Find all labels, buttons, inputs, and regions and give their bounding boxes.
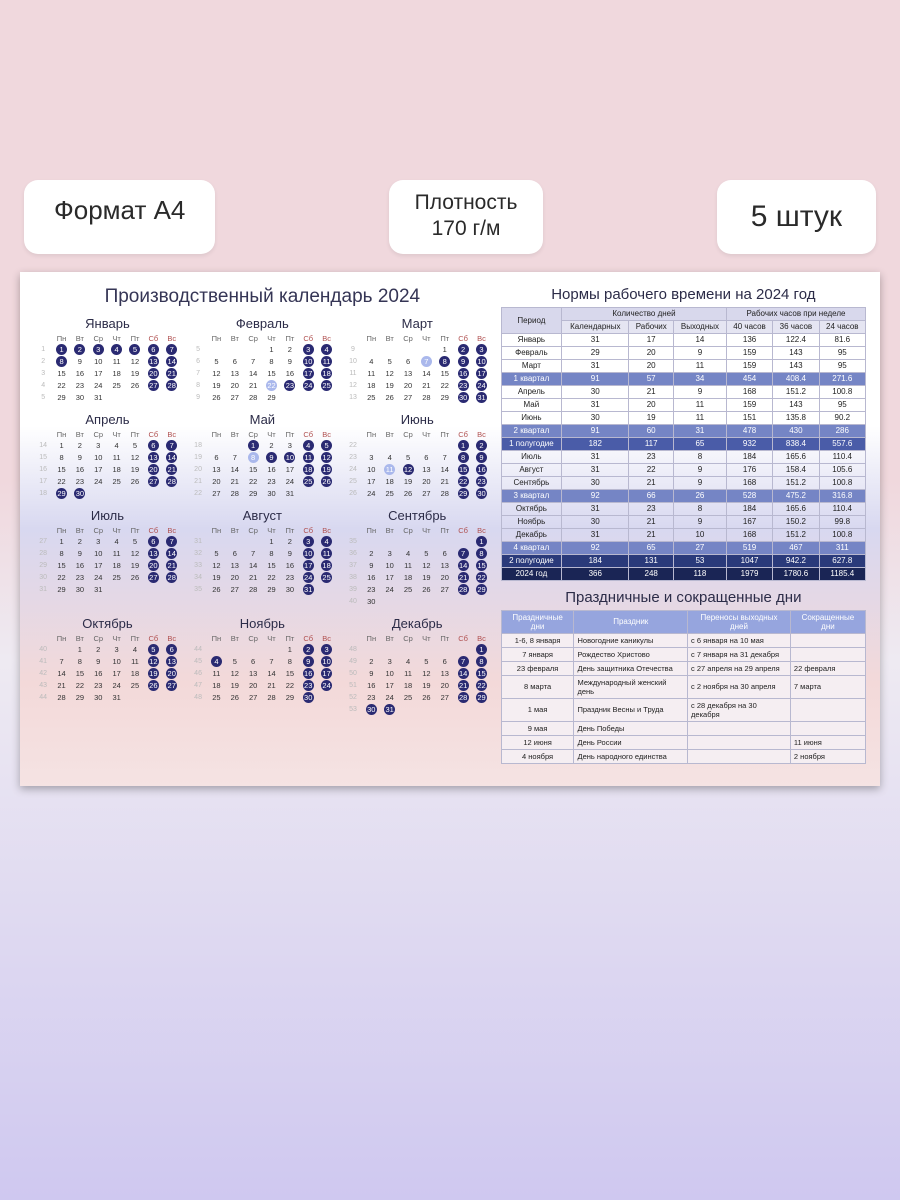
- month-name: Апрель: [34, 412, 181, 427]
- norms-title: Нормы рабочего времени на 2024 год: [501, 286, 866, 303]
- month: ЯнварьПнВтСрЧтПтСбВс11234567289101112131…: [34, 316, 181, 404]
- month: ОктябрьПнВтСрЧтПтСбВс4012345641789101112…: [34, 616, 181, 716]
- months-grid: ЯнварьПнВтСрЧтПтСбВс11234567289101112131…: [34, 316, 491, 716]
- month-name: Март: [344, 316, 491, 331]
- calendar-right: Нормы рабочего времени на 2024 год Перио…: [501, 286, 866, 764]
- month: ДекабрьПнВтСрЧтПтСбВс4814923456785091011…: [344, 616, 491, 716]
- month: АвгустПнВтСрЧтПтСбВс31123432567891011331…: [189, 508, 336, 608]
- month: НоябрьПнВтСрЧтПтСбВс44123454567891046111…: [189, 616, 336, 716]
- month-name: Июнь: [344, 412, 491, 427]
- month: ИюньПнВтСрЧтПтСбВс2212233456789241011121…: [344, 412, 491, 500]
- month: СентябрьПнВтСрЧтПтСбВс351362345678379101…: [344, 508, 491, 608]
- holidays-table: Праздничные дниПраздникПереносы выходных…: [501, 610, 866, 764]
- month-name: Декабрь: [344, 616, 491, 631]
- holidays-title: Праздничные и сокращенные дни: [501, 589, 866, 606]
- month: АпрельПнВтСрЧтПтСбВс14123456715891011121…: [34, 412, 181, 500]
- badge-density-l2: 170 г/м: [432, 217, 501, 240]
- month-name: Май: [189, 412, 336, 427]
- month: ИюльПнВтСрЧтПтСбВс2712345672889101112131…: [34, 508, 181, 608]
- badge-density: Плотность 170 г/м: [389, 180, 544, 254]
- calendar-sheet: Производственный календарь 2024 ЯнварьПн…: [20, 272, 880, 786]
- month: МайПнВтСрЧтПтСбВс18123451967891011122013…: [189, 412, 336, 500]
- badge-density-l1: Плотность: [415, 191, 518, 214]
- norms-table: ПериодКоличество днейРабочих часов при н…: [501, 307, 866, 581]
- month-name: Август: [189, 508, 336, 523]
- badge-format: Формат А4: [24, 180, 215, 254]
- month-name: Январь: [34, 316, 181, 331]
- month-name: Ноябрь: [189, 616, 336, 631]
- badges-row: Формат А4 Плотность 170 г/м 5 штук: [0, 0, 900, 254]
- month-name: Октябрь: [34, 616, 181, 631]
- month: ФевральПнВтСрЧтПтСбВс5123465678910117121…: [189, 316, 336, 404]
- calendar-title: Производственный календарь 2024: [34, 286, 491, 308]
- month-name: Июль: [34, 508, 181, 523]
- month-name: Сентябрь: [344, 508, 491, 523]
- calendar-left: Производственный календарь 2024 ЯнварьПн…: [34, 286, 491, 764]
- badge-qty: 5 штук: [717, 180, 876, 254]
- month-name: Февраль: [189, 316, 336, 331]
- month: МартПнВтСрЧтПтСбВс9123104567891011111213…: [344, 316, 491, 404]
